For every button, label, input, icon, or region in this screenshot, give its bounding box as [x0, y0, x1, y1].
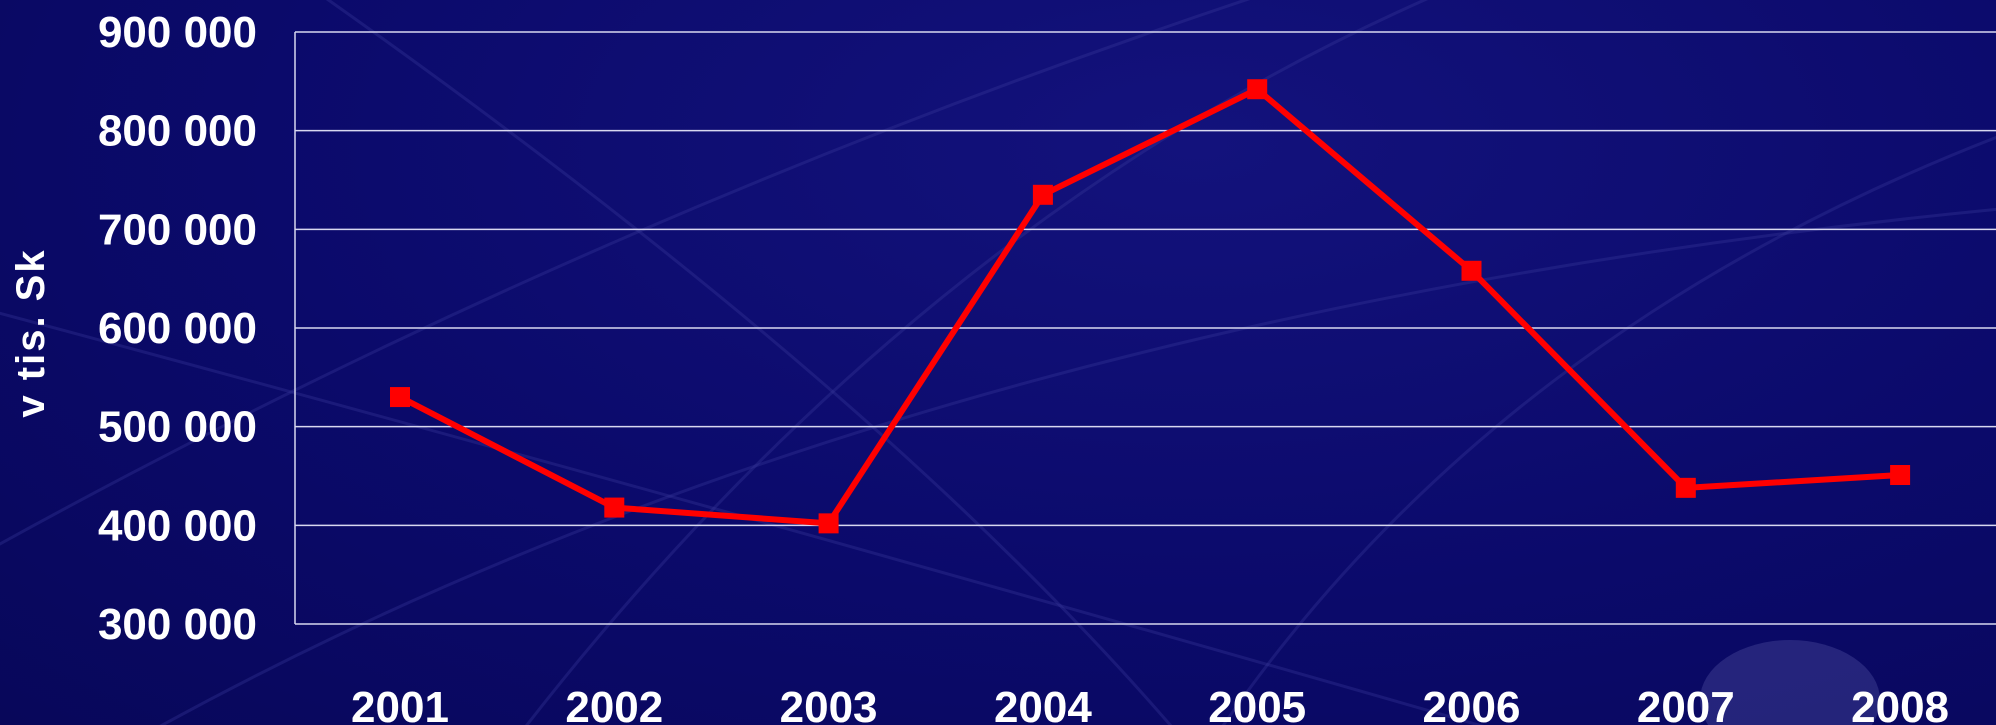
decor-arc	[325, 0, 1173, 725]
y-tick-label: 800 000	[98, 107, 257, 156]
y-axis-label: v tis. Sk	[9, 248, 53, 417]
x-tick-label: 2005	[1208, 683, 1306, 725]
y-tick-label: 900 000	[98, 8, 257, 57]
decor-arc	[0, 0, 1251, 546]
data-point-marker	[1032, 184, 1053, 205]
x-tick-label: 2007	[1637, 683, 1735, 725]
x-tick-label: 2006	[1423, 683, 1521, 725]
data-point-marker	[818, 513, 839, 534]
data-point-marker	[1890, 465, 1911, 486]
gridlines	[294, 31, 1996, 625]
data-point-marker	[1461, 260, 1482, 281]
y-tick-label: 400 000	[98, 501, 257, 550]
series-group	[390, 79, 1911, 534]
decor-arc	[525, 0, 1429, 725]
decor-arc	[159, 207, 1996, 725]
data-point-marker	[1247, 79, 1268, 100]
decor-arc	[1221, 135, 1996, 725]
x-tick-label: 2003	[780, 683, 878, 725]
y-tick-label: 600 000	[98, 304, 257, 353]
y-tick-label: 300 000	[98, 600, 257, 649]
x-tick-label: 2004	[994, 683, 1092, 725]
data-point-marker	[1675, 477, 1696, 498]
y-axis-ticks: 300 000 400 000 500 000 600 000 700 000 800 0…	[98, 8, 257, 649]
y-tick-label: 700 000	[98, 205, 257, 254]
x-tick-label: 2008	[1851, 683, 1949, 725]
decor-globe	[1700, 640, 1880, 725]
x-tick-label: 2002	[565, 683, 663, 725]
x-tick-label: 2001	[351, 683, 449, 725]
data-point-marker	[604, 497, 625, 518]
x-axis-ticks: 2001 2002 2003 2004 2005 2006 2007 2008	[351, 683, 1949, 725]
data-point-marker	[390, 387, 410, 408]
series-line	[398, 86, 1901, 527]
y-tick-label: 500 000	[98, 403, 257, 452]
